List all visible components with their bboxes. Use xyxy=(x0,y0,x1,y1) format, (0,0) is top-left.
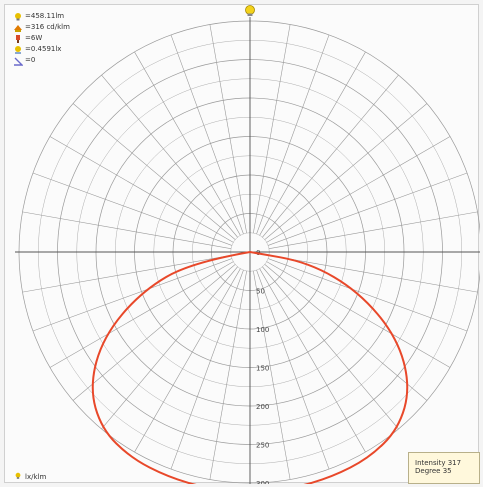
grid-spoke-320 xyxy=(101,266,238,430)
legend-row-illuminance: =0.4591lx xyxy=(13,44,70,55)
angle-icon xyxy=(14,57,23,66)
plug-icon xyxy=(16,34,20,43)
grid-spoke-70 xyxy=(267,258,468,332)
grid-spoke-100 xyxy=(268,211,478,249)
grid-spoke-150 xyxy=(259,51,366,236)
grid-spoke-60 xyxy=(266,261,451,368)
grid-spoke-260 xyxy=(22,211,232,249)
lamp-icon xyxy=(15,45,21,54)
radial-tick-label-300: 300 xyxy=(256,480,269,484)
grid-spoke-280 xyxy=(22,255,232,293)
readout-box: Intensity 317 Degree 35 xyxy=(408,452,480,484)
lamp-marker-icon xyxy=(245,5,255,16)
grid-spoke-10 xyxy=(253,270,291,480)
grid-spoke-190 xyxy=(209,24,247,234)
grid-spoke-250 xyxy=(32,172,233,246)
legend-flux-text: =458.11lm xyxy=(25,12,65,20)
legend-row-flux: =458.11lm xyxy=(13,11,70,22)
grid-spoke-140 xyxy=(262,74,399,238)
grid-spoke-40 xyxy=(262,266,399,430)
radial-tick-label-200: 200 xyxy=(256,403,269,411)
grid-spoke-170 xyxy=(253,24,291,234)
legend-row-angle: =0 xyxy=(13,55,70,66)
grid-spoke-330 xyxy=(134,268,241,453)
legend-row-intensity: =316 cd/klm xyxy=(13,22,70,33)
bulb-icon xyxy=(15,472,21,479)
readout-intensity: Intensity 317 xyxy=(415,459,462,467)
radial-tick-label-50: 50 xyxy=(256,288,265,296)
legend-power-text: =6W xyxy=(25,34,43,42)
grid-spoke-340 xyxy=(170,269,244,470)
grid-spoke-200 xyxy=(170,34,244,235)
grid-spoke-120 xyxy=(266,136,451,243)
chart-frame: 0 50 100 150 200 250 300 =458.11lm =316 cd/klm xyxy=(4,4,480,484)
grid-spoke-50 xyxy=(264,264,428,401)
bulb-icon xyxy=(15,12,21,20)
grid-spoke-210 xyxy=(134,51,241,236)
grid-spoke-220 xyxy=(101,74,238,238)
intensity-curve-layer xyxy=(91,251,409,484)
grid-spoke-240 xyxy=(49,136,234,243)
radial-tick-label-100: 100 xyxy=(256,326,269,334)
grid-spoke-290 xyxy=(32,258,233,332)
radial-tick-label-150: 150 xyxy=(256,365,269,373)
flame-icon xyxy=(14,24,22,32)
grid-spoke-130 xyxy=(264,103,428,240)
grid-spoke-30 xyxy=(259,268,366,453)
grid-spoke-110 xyxy=(267,172,468,246)
photometric-legend: =458.11lm =316 cd/klm =6W =0.4591lx xyxy=(13,11,70,66)
grid-spoke-230 xyxy=(72,103,236,240)
grid-spoke-80 xyxy=(268,255,478,293)
legend-row-power: =6W xyxy=(13,33,70,44)
intensity-curve xyxy=(91,251,409,484)
grid-spoke-20 xyxy=(256,269,330,470)
polar-axes xyxy=(15,17,480,484)
legend-illuminance-text: =0.4591lx xyxy=(25,45,62,53)
readout-degree: Degree 35 xyxy=(415,467,452,475)
footer-unit-text: lx/klm xyxy=(25,473,47,481)
legend-intensity-text: =316 cd/klm xyxy=(25,23,70,31)
legend-angle-text: =0 xyxy=(25,56,36,64)
grid-spoke-300 xyxy=(49,261,234,368)
radial-tick-label-250: 250 xyxy=(256,442,269,450)
unit-footer: lx/klm xyxy=(14,471,46,481)
grid-spoke-160 xyxy=(256,34,330,235)
grid-spoke-310 xyxy=(72,264,236,401)
grid-spoke-350 xyxy=(209,270,247,480)
